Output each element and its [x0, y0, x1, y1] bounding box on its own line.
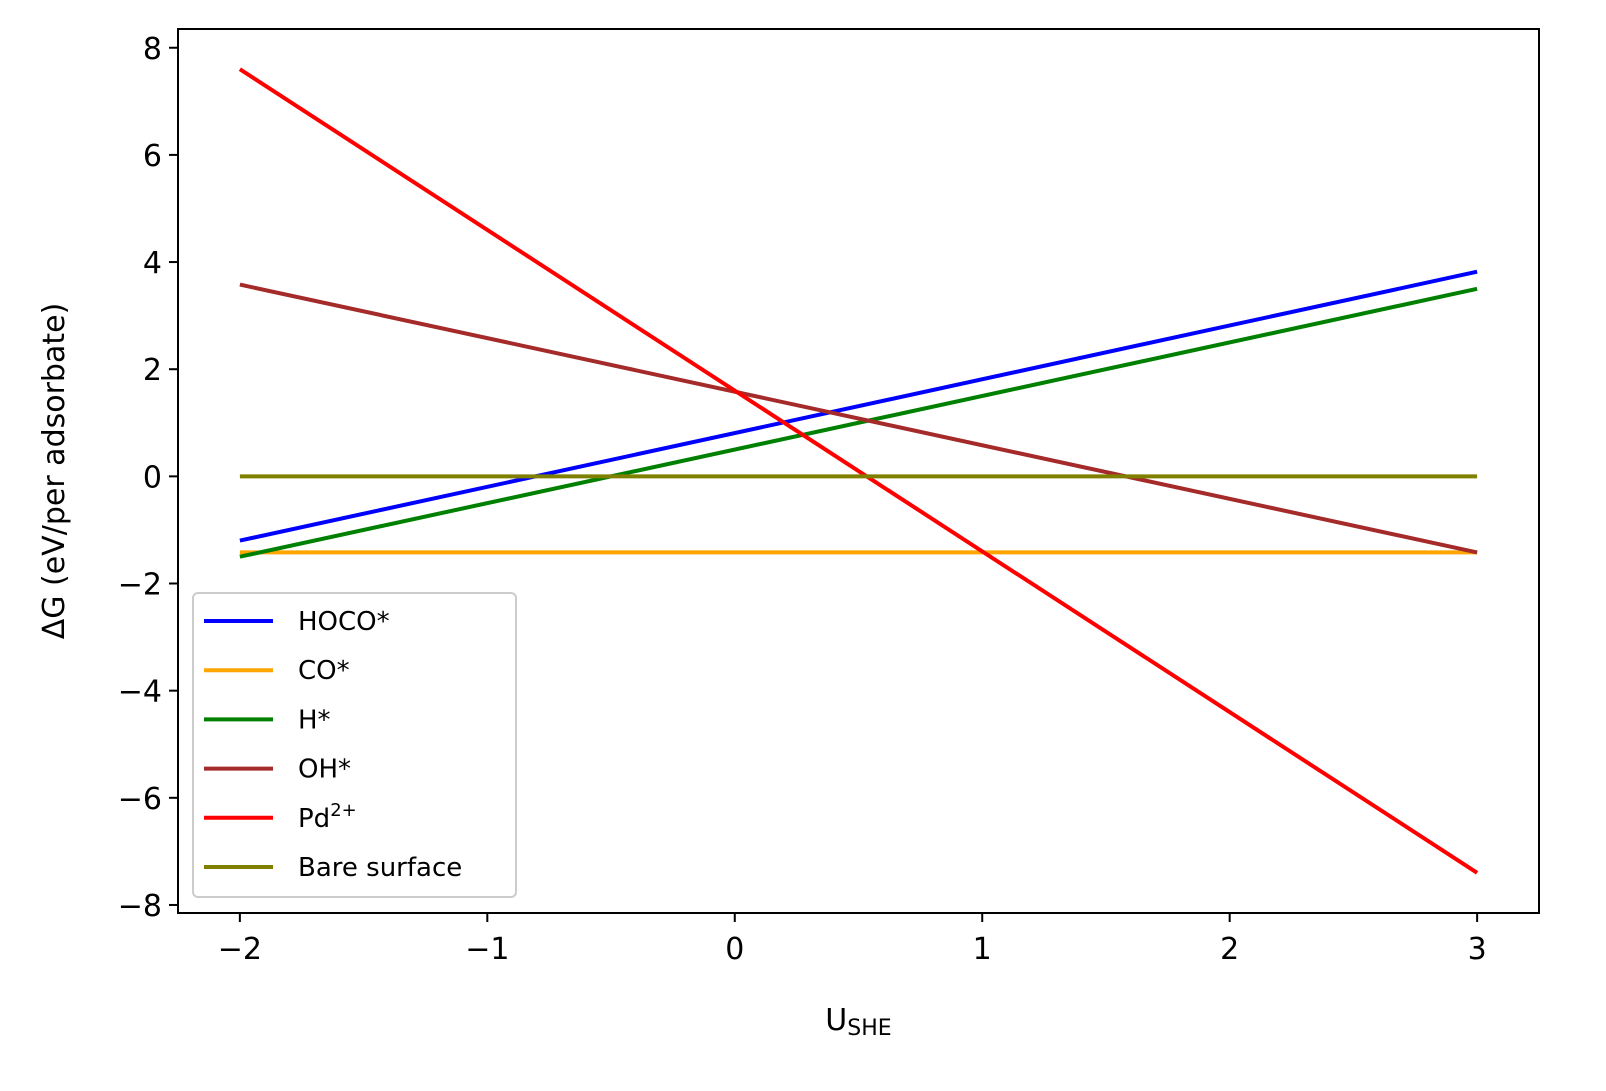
- series-line-4: [238, 67, 1479, 875]
- legend-entry-label: Pd2+: [298, 800, 357, 834]
- y-tick-label: −2: [118, 568, 162, 603]
- series-line-3: [239, 282, 1478, 555]
- series-line-2: [239, 286, 1478, 559]
- x-axis: −2 −1 0 1 2 3: [218, 913, 1487, 967]
- x-axis-label: USHE: [825, 1003, 891, 1041]
- series-layer: [238, 67, 1479, 875]
- legend-entry-label: HOCO*: [298, 607, 390, 637]
- y-tick-label: 0: [143, 460, 162, 495]
- y-tick-label: −6: [118, 782, 162, 817]
- legend-entry-label: OH*: [298, 755, 351, 785]
- y-tick-label: 8: [143, 32, 162, 67]
- y-tick-label: 6: [143, 139, 162, 174]
- x-tick-label: 1: [973, 932, 992, 967]
- legend: HOCO* CO* H* OH* Pd2+ Bare surface: [192, 592, 517, 898]
- y-tick-label: 2: [143, 353, 162, 388]
- y-tick-label: 4: [143, 246, 162, 281]
- y-tick-label: −4: [118, 675, 162, 710]
- y-axis-label: ΔG (eV/per adsorbate): [37, 303, 72, 640]
- plot-frame: [177, 28, 1540, 914]
- series-line-0: [239, 269, 1478, 543]
- x-tick-label: −1: [465, 932, 509, 967]
- x-tick-label: 3: [1468, 932, 1487, 967]
- x-axis-label-subscript: SHE: [847, 1016, 891, 1041]
- x-tick-label: 2: [1220, 932, 1239, 967]
- legend-entry-label: Bare surface: [298, 853, 462, 883]
- y-axis: −8 −6 −4 −2 0 2 4 6 8: [118, 32, 178, 924]
- y-tick-label: −8: [118, 889, 162, 924]
- x-tick-label: 0: [725, 932, 744, 967]
- x-axis-label-main: U: [825, 1003, 847, 1038]
- legend-entry-label: H*: [298, 705, 331, 735]
- legend-box: [192, 592, 517, 898]
- legend-entry-label: CO*: [298, 656, 350, 686]
- x-tick-label: −2: [218, 932, 262, 967]
